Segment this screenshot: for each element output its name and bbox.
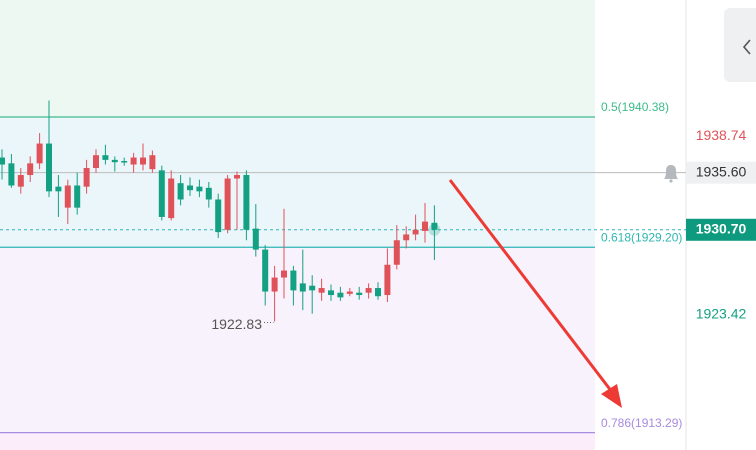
candle-body xyxy=(149,155,156,170)
candle-body xyxy=(55,186,62,192)
crosshair-label: 1935.60 xyxy=(696,163,747,179)
candle-body xyxy=(140,157,146,165)
fib-label: 0.5(1940.38) xyxy=(601,100,669,114)
candle-body xyxy=(412,229,419,235)
bell-clapper xyxy=(669,179,673,183)
price-label: 1938.74 xyxy=(696,127,747,143)
candle-body xyxy=(177,183,184,200)
candle-body xyxy=(215,199,222,233)
current-glow xyxy=(428,223,441,236)
candle-body xyxy=(36,143,43,164)
collapse-button[interactable] xyxy=(724,8,756,82)
candle-body xyxy=(299,283,306,292)
candle-body xyxy=(393,240,400,265)
current-price-box xyxy=(686,218,756,241)
candle-body xyxy=(365,288,372,293)
fib-zone xyxy=(0,0,595,117)
candle-body xyxy=(64,185,71,208)
candle-body xyxy=(356,292,363,296)
candle-body xyxy=(290,270,297,291)
candle-body xyxy=(83,168,90,187)
candle-body xyxy=(8,163,15,186)
bell-icon xyxy=(664,165,678,183)
candle-body xyxy=(384,264,391,296)
fib-zone xyxy=(0,116,595,248)
low-annotation: 1922.83 xyxy=(211,316,262,332)
candle-body xyxy=(46,143,52,192)
candle-body xyxy=(187,185,193,191)
price-label: 1923.42 xyxy=(696,305,747,321)
fib-zone xyxy=(0,432,595,450)
collapse-chevron xyxy=(742,39,751,55)
candle-body xyxy=(130,157,137,165)
crosshair-box xyxy=(686,161,756,184)
candle-body xyxy=(337,292,344,298)
candle-body xyxy=(403,234,410,241)
candle-body xyxy=(318,288,325,293)
candle-body xyxy=(271,277,278,292)
fib-label: 0.786(1913.29) xyxy=(601,416,682,430)
candle-body xyxy=(205,187,212,200)
candle-body xyxy=(375,288,381,297)
trend-arrow xyxy=(448,179,622,408)
candle-body xyxy=(0,157,5,165)
arrow-head xyxy=(601,384,622,408)
candle-body xyxy=(262,249,269,292)
candle-body xyxy=(27,163,34,176)
candle-body xyxy=(234,175,240,179)
fib-zone xyxy=(0,247,595,433)
candle-body xyxy=(74,185,81,208)
candle-body xyxy=(17,175,24,187)
candle-body xyxy=(111,159,118,163)
candle-body xyxy=(431,222,438,230)
bell-shape xyxy=(664,165,678,179)
candle-body xyxy=(158,170,165,217)
collapse-bg xyxy=(724,8,756,82)
candle-body xyxy=(309,285,316,291)
arrow-shaft xyxy=(448,179,614,393)
candle-body xyxy=(196,186,203,192)
candle-body xyxy=(121,161,128,163)
candle-body xyxy=(328,290,334,296)
candle-body xyxy=(224,178,231,230)
candle-body xyxy=(281,270,287,278)
candle-body xyxy=(93,155,99,169)
candle-body xyxy=(346,291,353,294)
current-price-label: 1930.70 xyxy=(696,220,747,236)
candle-body xyxy=(252,228,259,250)
candle-body xyxy=(422,221,428,231)
candle-body xyxy=(102,155,109,160)
fib-label: 0.618(1929.20) xyxy=(601,230,682,244)
candle-body xyxy=(168,178,175,219)
candle-body xyxy=(243,175,250,230)
